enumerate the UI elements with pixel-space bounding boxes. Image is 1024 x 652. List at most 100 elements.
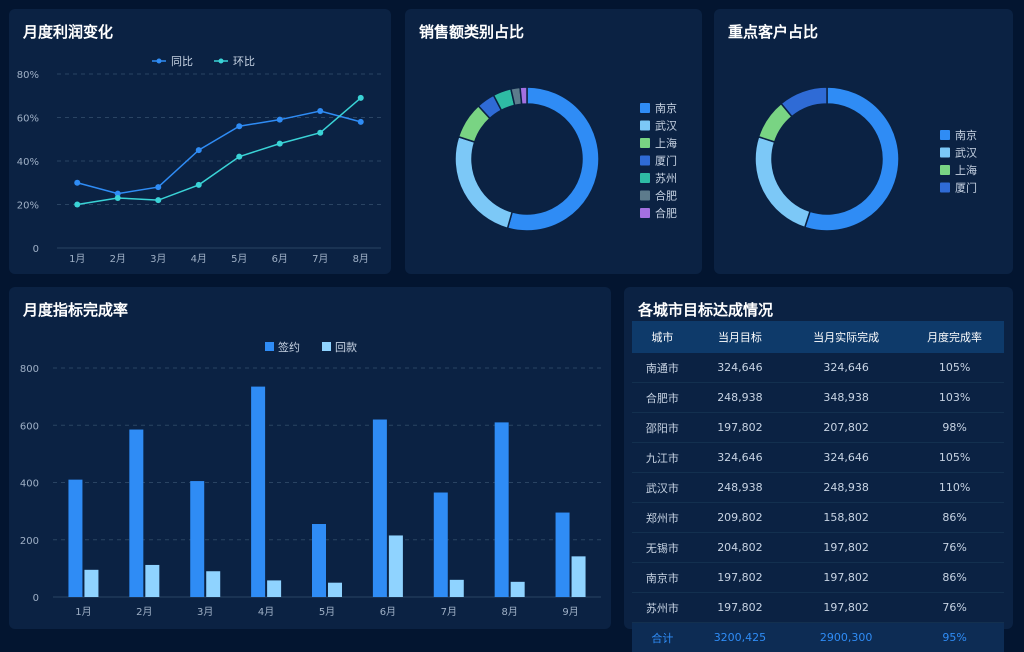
table-cell: 204,802 xyxy=(693,533,788,563)
data-point xyxy=(277,117,283,123)
table-cell: 324,646 xyxy=(787,353,905,383)
legend-swatch xyxy=(265,342,274,351)
data-point xyxy=(236,154,242,160)
data-point xyxy=(317,108,323,114)
legend-label: 合肥 xyxy=(655,189,677,203)
legend-swatch xyxy=(640,173,650,183)
table-cell: 105% xyxy=(905,353,1004,383)
series-line xyxy=(77,111,361,194)
bar xyxy=(206,571,220,597)
y-tick-label: 60% xyxy=(17,114,39,125)
data-point xyxy=(196,182,202,188)
table-cell: 苏州市 xyxy=(632,593,693,623)
data-point xyxy=(155,184,161,190)
x-tick-label: 2月 xyxy=(110,253,126,265)
table-header-row: 城市 当月目标 当月实际完成 月度完成率 xyxy=(632,321,1004,353)
table-cell: 103% xyxy=(905,383,1004,413)
data-point xyxy=(115,195,121,201)
x-tick-label: 4月 xyxy=(258,606,274,618)
table-cell: 110% xyxy=(905,473,1004,503)
table-cell: 无锡市 xyxy=(632,533,693,563)
table-cell: 158,802 xyxy=(787,503,905,533)
data-point xyxy=(74,180,80,186)
data-point xyxy=(155,197,161,203)
table-cell: 86% xyxy=(905,563,1004,593)
legend-label: 环比 xyxy=(233,55,255,68)
table-cell: 324,646 xyxy=(693,443,788,473)
table-cell: 209,802 xyxy=(693,503,788,533)
table-cell: 197,802 xyxy=(693,413,788,443)
x-tick-label: 9月 xyxy=(562,606,578,618)
x-tick-label: 3月 xyxy=(150,253,166,265)
x-tick-label: 5月 xyxy=(319,606,335,618)
table-header-cell: 当月实际完成 xyxy=(787,321,905,353)
data-point xyxy=(317,130,323,136)
legend-swatch xyxy=(322,342,331,351)
data-point xyxy=(358,95,364,101)
y-tick-label: 0 xyxy=(33,244,39,255)
table-cell: 207,802 xyxy=(787,413,905,443)
x-tick-label: 7月 xyxy=(441,606,457,618)
legend-swatch xyxy=(640,208,650,218)
table-cell: 86% xyxy=(905,503,1004,533)
data-point xyxy=(277,141,283,147)
table-cell: 197,802 xyxy=(787,533,905,563)
table-cell: 324,646 xyxy=(693,353,788,383)
table-cell: 197,802 xyxy=(787,563,905,593)
table-cell: 2900,300 xyxy=(787,623,905,652)
pie-slice xyxy=(508,87,599,231)
x-tick-label: 7月 xyxy=(312,253,328,265)
bar xyxy=(328,583,342,597)
x-tick-label: 5月 xyxy=(231,253,247,265)
legend-label: 回款 xyxy=(335,340,357,354)
legend-swatch xyxy=(940,183,950,193)
legend-label: 上海 xyxy=(655,136,677,150)
bar xyxy=(312,524,326,597)
table-cell: 98% xyxy=(905,413,1004,443)
pie-slice xyxy=(520,87,527,104)
table-cell: 105% xyxy=(905,443,1004,473)
data-point xyxy=(196,147,202,153)
legend-label: 苏州 xyxy=(655,172,677,185)
x-tick-label: 6月 xyxy=(380,606,396,618)
x-tick-label: 1月 xyxy=(69,253,85,265)
table-cell: 九江市 xyxy=(632,443,693,473)
bar xyxy=(511,582,525,597)
y-tick-label: 20% xyxy=(17,201,39,212)
x-tick-label: 2月 xyxy=(136,606,152,618)
legend-label: 南京 xyxy=(955,128,977,142)
x-tick-label: 8月 xyxy=(501,606,517,618)
table-cell: 邵阳市 xyxy=(632,413,693,443)
table-cell: 南通市 xyxy=(632,353,693,383)
bar xyxy=(267,580,281,597)
data-point xyxy=(236,123,242,129)
pie-slice xyxy=(755,137,810,228)
table-header-cell: 当月目标 xyxy=(693,321,788,353)
legend-marker xyxy=(219,59,224,64)
table-cell: 197,802 xyxy=(693,593,788,623)
x-tick-label: 8月 xyxy=(353,253,369,265)
series-line xyxy=(77,98,361,205)
table-cell: 武汉市 xyxy=(632,473,693,503)
legend-label: 厦门 xyxy=(955,181,977,195)
y-tick-label: 200 xyxy=(20,536,39,547)
bar xyxy=(84,570,98,597)
bar xyxy=(129,430,143,597)
x-tick-label: 4月 xyxy=(191,253,207,265)
legend-swatch xyxy=(640,103,650,113)
